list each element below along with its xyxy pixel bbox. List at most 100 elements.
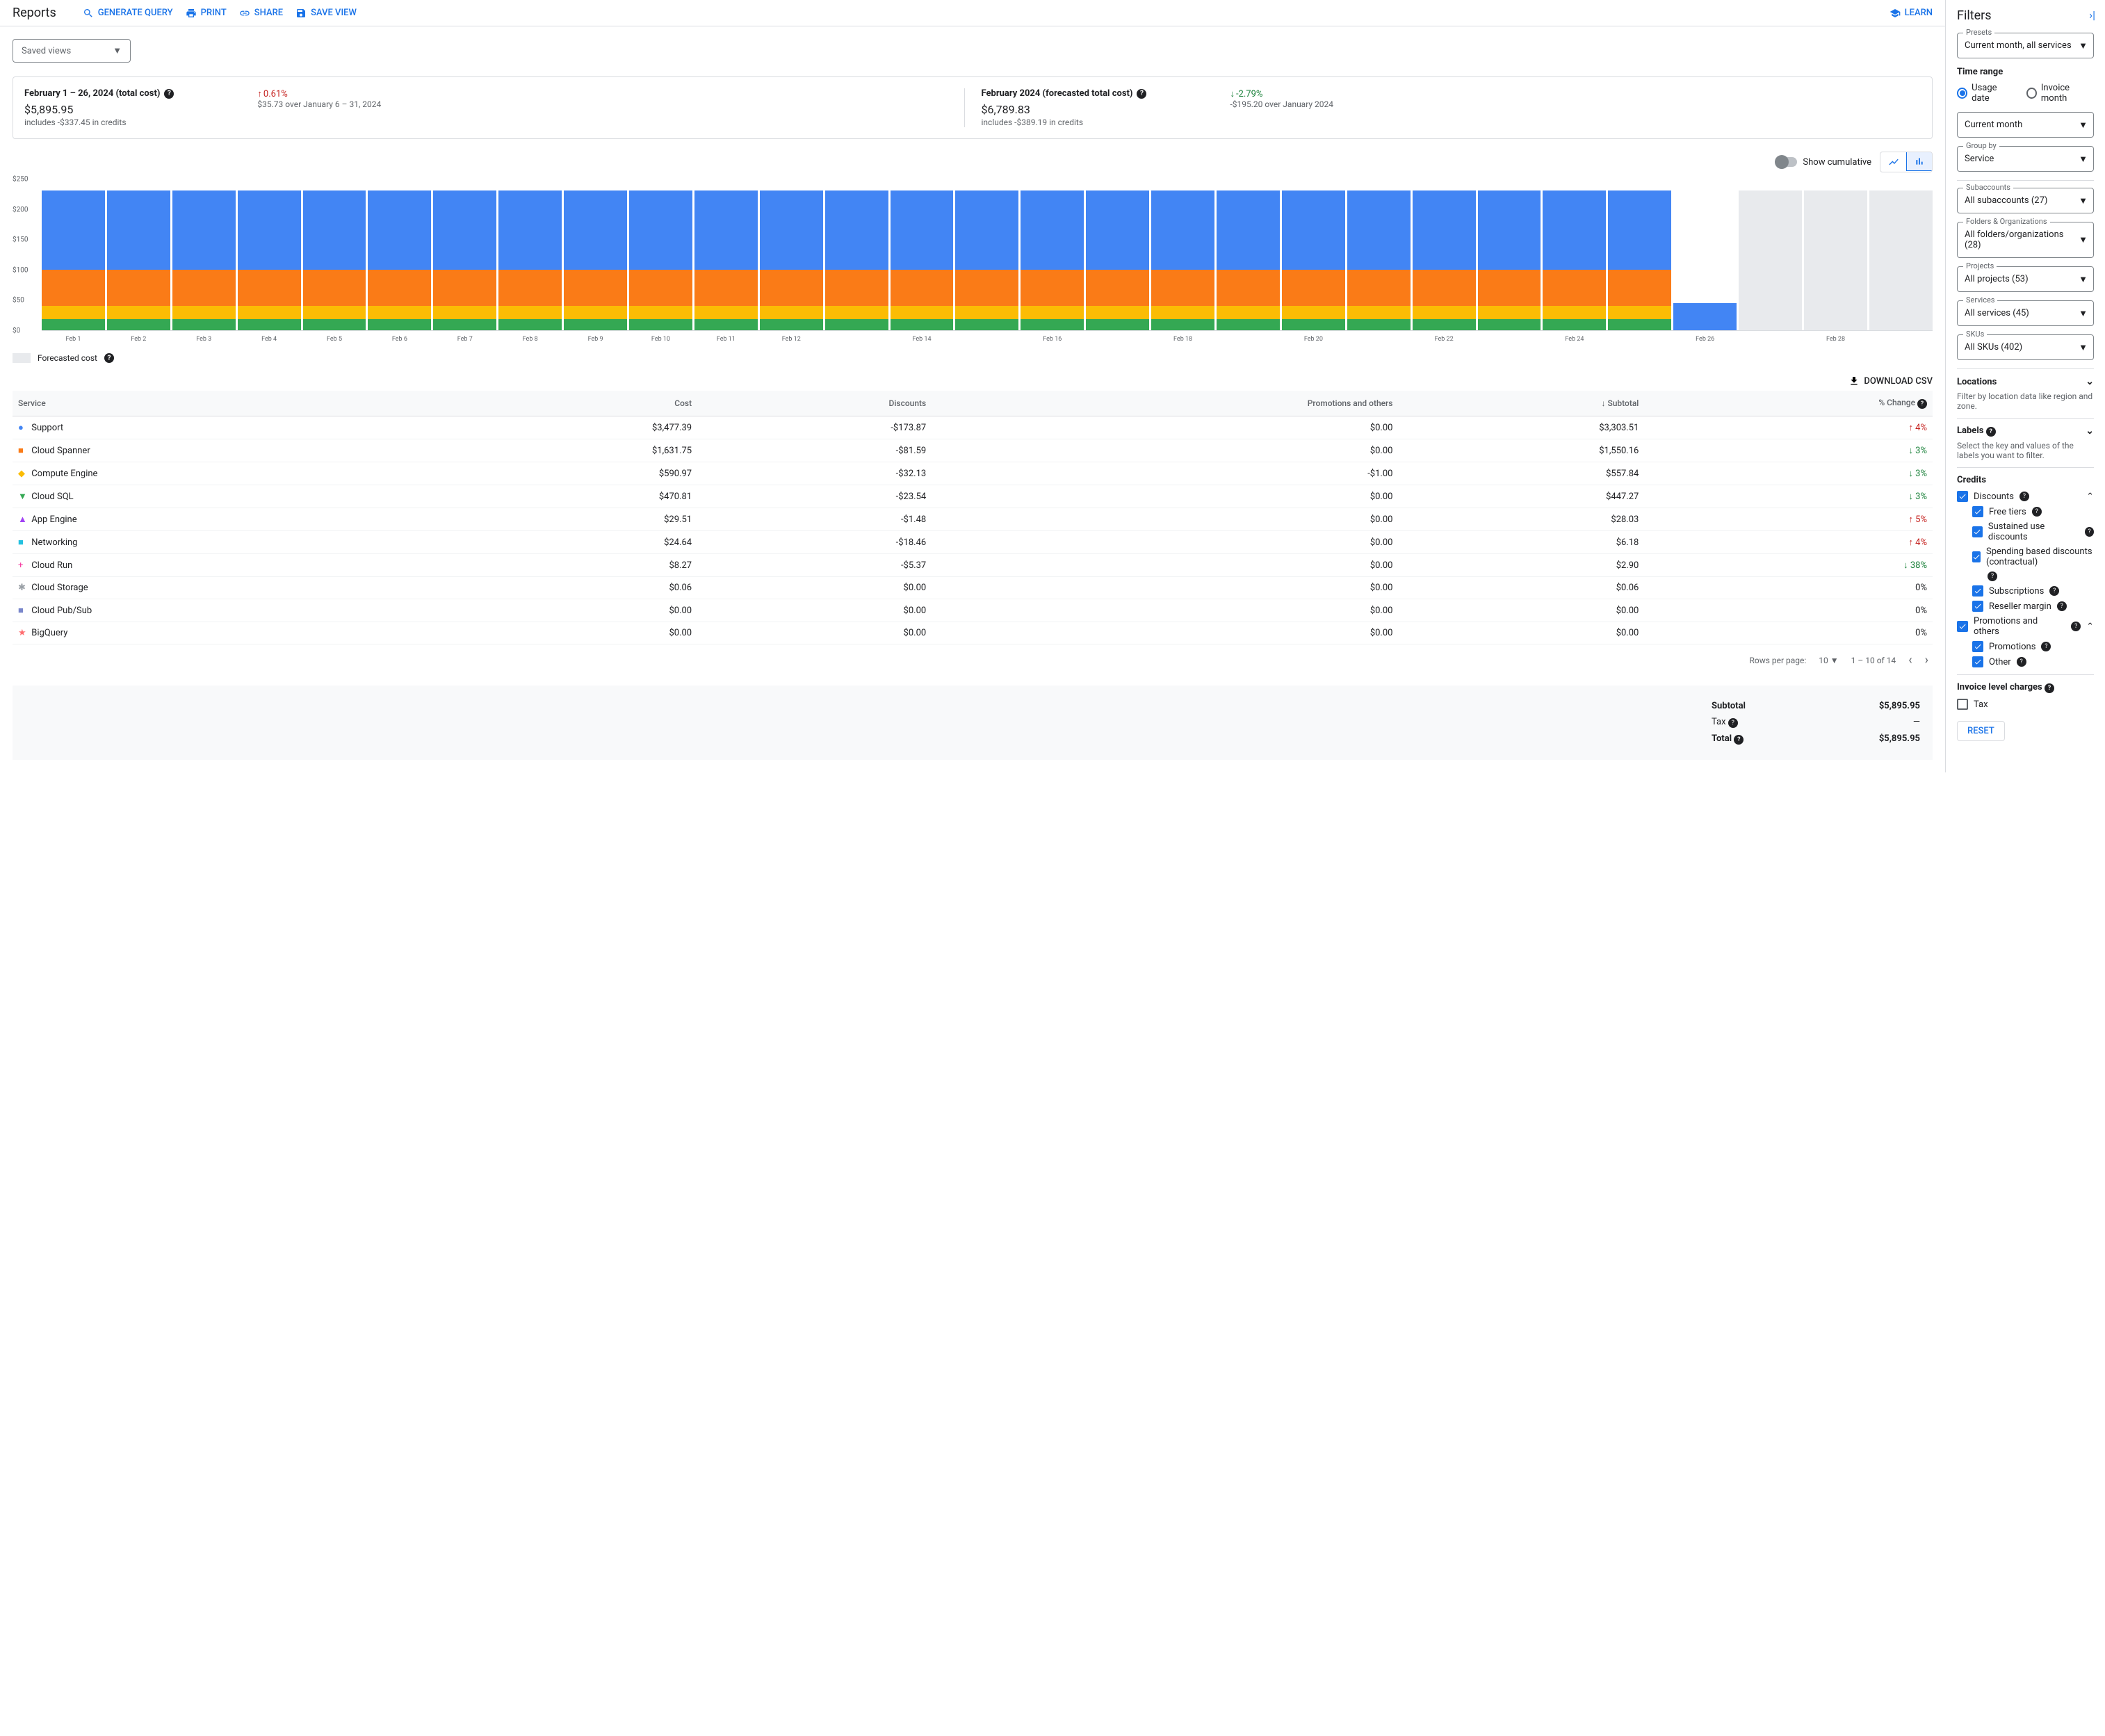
subscriptions-checkbox[interactable]: Subscriptions ?	[1972, 585, 2094, 597]
rows-per-page-select[interactable]: 10 ▼	[1819, 656, 1838, 665]
table-header[interactable]: ↓ Subtotal	[1398, 391, 1644, 416]
help-icon[interactable]: ?	[2049, 586, 2059, 596]
chart-bar[interactable]	[1739, 190, 1802, 330]
collapse-panel-icon[interactable]: ›|	[2089, 8, 2095, 22]
chart-bar[interactable]: Feb 2	[107, 190, 170, 330]
table-header[interactable]: Cost	[451, 391, 697, 416]
print-button[interactable]: PRINT	[186, 8, 227, 19]
table-row[interactable]: + Cloud Run$8.27-$5.37$0.00$2.90↓ 38%	[13, 554, 1933, 577]
saved-views-select[interactable]: Saved views ▼	[13, 39, 131, 63]
chart-bar[interactable]: Feb 9	[564, 190, 627, 330]
chart-bar[interactable]: Feb 20	[1282, 190, 1345, 330]
locations-expand[interactable]: Locations ⌄	[1957, 376, 2094, 387]
chart-bar[interactable]: Feb 5	[303, 190, 366, 330]
prev-page-button[interactable]: ‹	[1908, 653, 1912, 667]
help-icon[interactable]: ?	[2019, 492, 2029, 501]
table-row[interactable]: ✱ Cloud Storage$0.06$0.00$0.00$0.060%	[13, 577, 1933, 599]
learn-button[interactable]: LEARN	[1889, 8, 1933, 19]
chart-bar[interactable]: Feb 12	[760, 190, 823, 330]
table-row[interactable]: ★ BigQuery$0.00$0.00$0.00$0.000%	[13, 622, 1933, 644]
table-header[interactable]: Promotions and others	[932, 391, 1398, 416]
chart-bar[interactable]	[1869, 190, 1933, 330]
skus-select[interactable]: SKUs All SKUs (402) ▼	[1957, 334, 2094, 360]
help-icon[interactable]: ?	[1728, 718, 1738, 728]
table-row[interactable]: ■ Networking$24.64-$18.46$0.00$6.18↑ 4%	[13, 531, 1933, 554]
chart-bar[interactable]: Feb 3	[172, 190, 236, 330]
table-row[interactable]: ■ Cloud Spanner$1,631.75-$81.59$0.00$1,5…	[13, 439, 1933, 462]
spending-checkbox[interactable]: Spending based discounts (contractual)	[1972, 546, 2094, 567]
chart-bar[interactable]	[1478, 190, 1541, 330]
chart-bar[interactable]: Feb 24	[1543, 190, 1606, 330]
chart-bar[interactable]	[1347, 190, 1411, 330]
chart-bar[interactable]: Feb 22	[1413, 190, 1476, 330]
table-header[interactable]: Discounts	[697, 391, 932, 416]
help-icon[interactable]: ?	[164, 89, 174, 99]
usage-date-radio[interactable]: Usage date	[1957, 83, 2014, 104]
help-icon[interactable]: ?	[2032, 507, 2042, 517]
line-chart-mode[interactable]	[1880, 152, 1907, 172]
next-page-button[interactable]: ›	[1925, 653, 1928, 667]
chart-bar[interactable]: Feb 14	[891, 190, 954, 330]
generate-query-button[interactable]: GENERATE QUERY	[83, 8, 173, 19]
labels-expand[interactable]: Labels ? ⌄	[1957, 425, 2094, 437]
sustained-checkbox[interactable]: Sustained use discounts ?	[1972, 521, 2094, 542]
tax-checkbox[interactable]: Tax	[1957, 699, 2094, 710]
help-icon[interactable]: ?	[104, 353, 114, 363]
chart-bar[interactable]: Feb 26	[1673, 303, 1737, 330]
help-icon[interactable]: ?	[1986, 427, 1996, 437]
table-row[interactable]: ▼ Cloud SQL$470.81-$23.54$0.00$447.27↓ 3…	[13, 485, 1933, 508]
chart-bar[interactable]	[1086, 190, 1149, 330]
help-icon[interactable]: ?	[1734, 735, 1744, 745]
services-select[interactable]: Services All services (45) ▼	[1957, 300, 2094, 326]
cumulative-toggle[interactable]	[1776, 157, 1797, 167]
chart-bar[interactable]: Feb 10	[629, 190, 692, 330]
free-tiers-checkbox[interactable]: Free tiers ?	[1972, 506, 2094, 517]
chart-bar[interactable]: Feb 16	[1021, 190, 1084, 330]
promo-others-checkbox[interactable]: Promotions and others ? ⌃	[1957, 616, 2094, 637]
discounts-checkbox[interactable]: Discounts ? ⌃	[1957, 491, 2094, 502]
table-cell: $28.03	[1398, 508, 1644, 531]
download-csv-button[interactable]: DOWNLOAD CSV	[13, 375, 1933, 387]
chart-segment	[238, 270, 301, 306]
table-row[interactable]: ◆ Compute Engine$590.97-$32.13-$1.00$557…	[13, 462, 1933, 485]
promotions-checkbox[interactable]: Promotions ?	[1972, 641, 2094, 652]
share-button[interactable]: SHARE	[239, 8, 283, 19]
help-icon[interactable]: ?	[1137, 89, 1146, 99]
help-icon[interactable]: ?	[1988, 571, 1997, 581]
table-row[interactable]: ■ Cloud Pub/Sub$0.00$0.00$0.00$0.000%	[13, 599, 1933, 622]
help-icon[interactable]: ?	[2057, 601, 2067, 611]
group-by-select[interactable]: Group by Service ▼	[1957, 146, 2094, 172]
table-row[interactable]: ▲ App Engine$29.51-$1.48$0.00$28.03↑ 5%	[13, 508, 1933, 531]
chart-bar[interactable]	[955, 190, 1018, 330]
table-header[interactable]: % Change ?	[1644, 391, 1933, 416]
chart-bar[interactable]: Feb 1	[42, 190, 105, 330]
subaccounts-select[interactable]: Subaccounts All subaccounts (27) ▼	[1957, 188, 2094, 213]
chart-bar[interactable]: Feb 4	[238, 190, 301, 330]
presets-select[interactable]: Presets Current month, all services ▼	[1957, 33, 2094, 58]
help-icon[interactable]: ?	[2085, 527, 2094, 537]
table-row[interactable]: ● Support$3,477.39-$173.87$0.00$3,303.51…	[13, 416, 1933, 439]
folders-select[interactable]: Folders & Organizations All folders/orga…	[1957, 222, 2094, 258]
help-icon[interactable]: ?	[2017, 657, 2026, 667]
bar-chart-mode[interactable]	[1906, 152, 1933, 171]
chart-bar[interactable]: Feb 28	[1804, 190, 1867, 330]
reseller-checkbox[interactable]: Reseller margin ?	[1972, 601, 2094, 612]
help-icon[interactable]: ?	[2071, 622, 2081, 631]
chart-bar[interactable]	[1217, 190, 1280, 330]
chart-bar[interactable]: Feb 6	[368, 190, 431, 330]
chart-bar[interactable]: Feb 11	[694, 190, 758, 330]
chart-bar[interactable]	[825, 190, 888, 330]
chart-bar[interactable]: Feb 8	[498, 190, 562, 330]
invoice-month-radio[interactable]: Invoice month	[2026, 83, 2094, 104]
help-icon[interactable]: ?	[2041, 642, 2051, 651]
reset-button[interactable]: RESET	[1957, 721, 2005, 741]
save-view-button[interactable]: SAVE VIEW	[295, 8, 357, 19]
month-select[interactable]: Current month ▼	[1957, 112, 2094, 138]
chart-bar[interactable]: Feb 18	[1151, 190, 1214, 330]
projects-select[interactable]: Projects All projects (53) ▼	[1957, 266, 2094, 292]
table-header[interactable]: Service	[13, 391, 451, 416]
chart-bar[interactable]: Feb 7	[433, 190, 496, 330]
other-checkbox[interactable]: Other ?	[1972, 656, 2094, 667]
help-icon[interactable]: ?	[2045, 683, 2054, 693]
chart-bar[interactable]	[1608, 190, 1671, 330]
